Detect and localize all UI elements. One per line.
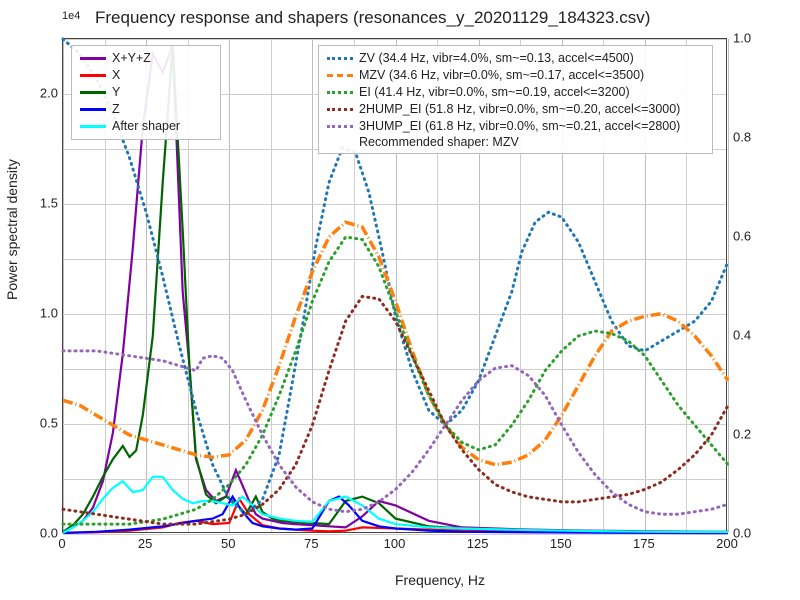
legend-swatch <box>327 74 353 77</box>
legend-box-left: X+Y+Z X Y Z After shaper <box>71 45 221 140</box>
y-axis-label-left: Power spectral density <box>4 159 20 300</box>
legend-entry-after-shaper: After shaper <box>80 118 212 135</box>
xtick-label-0: 0 <box>58 536 65 551</box>
xtick-label-125: 125 <box>467 536 489 551</box>
legend-entry-ei-41-4-hz-vibr-0-0-sm-0-19-accel-3200-: EI (41.4 Hz, vibr=0.0%, sm~=0.19, accel<… <box>327 84 704 101</box>
xtick-label-75: 75 <box>304 536 318 551</box>
plot-area: X+Y+Z X Y Z After shaper ZV (34.4 Hz, vibr=4… <box>62 38 727 533</box>
ytick-label-right-0.2: 0.2 <box>733 427 751 442</box>
xtick-label-175: 175 <box>633 536 655 551</box>
legend-label: 3HUMP_EI (61.8 Hz, vibr=0.0%, sm~=0.21, … <box>359 118 680 135</box>
gridline-vertical <box>728 39 729 532</box>
x-axis-label: Frequency, Hz <box>395 572 485 588</box>
ytick-label-left-1: 1.0 <box>30 306 58 321</box>
legend-label: EI (41.4 Hz, vibr=0.0%, sm~=0.19, accel<… <box>359 84 630 101</box>
xtick-label-50: 50 <box>221 536 235 551</box>
xtick-label-25: 25 <box>138 536 152 551</box>
legend-swatch <box>327 125 353 128</box>
recommended-shaper-note: Recommended shaper: MZV <box>327 135 704 149</box>
legend-label: ZV (34.4 Hz, vibr=4.0%, sm~=0.13, accel<… <box>359 50 634 67</box>
legend-entry-x-y-z: X+Y+Z <box>80 50 212 67</box>
gridline-horizontal-minor <box>63 534 726 535</box>
series-line-3hump-ei <box>63 351 728 514</box>
legend-entry-zv-34-4-hz-vibr-4-0-sm-0-13-accel-4500-: ZV (34.4 Hz, vibr=4.0%, sm~=0.13, accel<… <box>327 50 704 67</box>
series-line-mzv <box>63 222 728 465</box>
legend-label: After shaper <box>112 118 180 135</box>
legend-swatch <box>80 74 106 77</box>
legend-entry-y: Y <box>80 84 212 101</box>
legend-swatch <box>80 108 106 111</box>
legend-swatch <box>327 57 353 60</box>
legend-entry-x: X <box>80 67 212 84</box>
ytick-label-right-0.8: 0.8 <box>733 130 751 145</box>
legend-entry-mzv-34-6-hz-vibr-0-0-sm-0-17-accel-3500-: MZV (34.6 Hz, vibr=0.0%, sm~=0.17, accel… <box>327 67 704 84</box>
legend-label: MZV (34.6 Hz, vibr=0.0%, sm~=0.17, accel… <box>359 67 644 84</box>
xtick-label-100: 100 <box>384 536 406 551</box>
legend-swatch <box>80 125 106 128</box>
ytick-label-left-1.5: 1.5 <box>30 196 58 211</box>
legend-label: X+Y+Z <box>112 50 151 67</box>
ytick-label-right-0.4: 0.4 <box>733 328 751 343</box>
ytick-label-right-0.6: 0.6 <box>733 229 751 244</box>
ytick-label-right-1: 1.0 <box>733 31 751 46</box>
legend-entry-z: Z <box>80 101 212 118</box>
legend-swatch <box>80 91 106 94</box>
legend-box-right: ZV (34.4 Hz, vibr=4.0%, sm~=0.13, accel<… <box>318 45 713 154</box>
legend-swatch <box>327 91 353 94</box>
ytick-label-right-0: 0.0 <box>733 526 751 541</box>
legend-entry-2hump-ei-51-8-hz-vibr-0-0-sm-0-20-accel-: 2HUMP_EI (51.8 Hz, vibr=0.0%, sm~=0.20, … <box>327 101 704 118</box>
legend-entry-3hump-ei-61-8-hz-vibr-0-0-sm-0-21-accel-: 3HUMP_EI (61.8 Hz, vibr=0.0%, sm~=0.21, … <box>327 118 704 135</box>
ytick-label-left-2: 2.0 <box>30 86 58 101</box>
ytick-label-left-0.5: 0.5 <box>30 416 58 431</box>
legend-label: Y <box>112 84 120 101</box>
ytick-label-left-0: 0.0 <box>30 526 58 541</box>
title-exponent-label: 1e4 <box>62 10 80 22</box>
xtick-label-150: 150 <box>550 536 572 551</box>
legend-label: Z <box>112 101 120 118</box>
chart-title: Frequency response and shapers (resonanc… <box>95 8 650 28</box>
legend-label: 2HUMP_EI (51.8 Hz, vibr=0.0%, sm~=0.20, … <box>359 101 680 118</box>
legend-label: X <box>112 67 120 84</box>
legend-swatch <box>80 57 106 60</box>
legend-swatch <box>327 108 353 111</box>
